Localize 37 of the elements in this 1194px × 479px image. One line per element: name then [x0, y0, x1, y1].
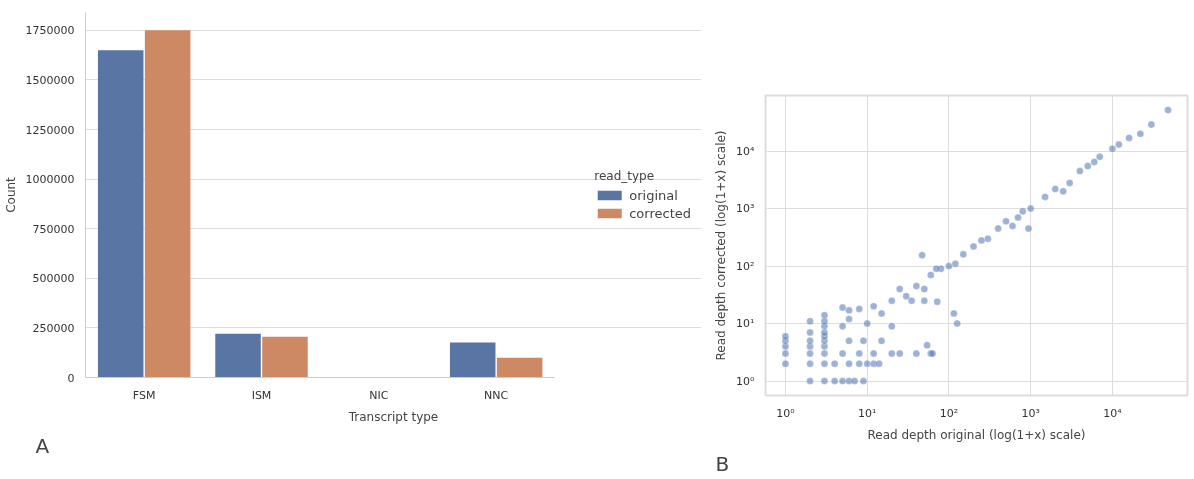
- bar: [449, 342, 496, 378]
- x-tick-label: NNC: [484, 388, 509, 402]
- bar: [97, 50, 144, 378]
- x-tick-label: 10⁴: [1103, 406, 1123, 420]
- x-tick-label: 10²: [939, 406, 959, 420]
- x-axis-title: Transcript type: [347, 409, 439, 424]
- x-tick-label: NIC: [369, 388, 389, 402]
- y-tick-label: 10³: [736, 202, 755, 216]
- bar: [215, 333, 261, 378]
- y-tick-label: 250000: [32, 321, 75, 335]
- y-tick-label: 0: [67, 371, 75, 385]
- y-axis-title: Read depth corrected (log(1+x) scale): [714, 130, 729, 361]
- y-tick-label: 1000000: [25, 173, 75, 187]
- bar: [496, 357, 543, 378]
- legend-label: corrected: [629, 205, 691, 221]
- y-tick-label: 1250000: [25, 123, 75, 137]
- text: B: [715, 451, 730, 476]
- x-axis-title: Read depth original (log(1+x) scale): [867, 427, 1086, 442]
- y-tick-label: 10⁴: [736, 144, 756, 158]
- legend-label: original: [629, 187, 678, 203]
- bar: [262, 336, 308, 378]
- text: A: [35, 433, 50, 458]
- x-tick-label: 10⁰: [776, 406, 796, 420]
- y-tick-label: 10⁰: [736, 374, 756, 388]
- y-tick-label: 500000: [32, 272, 75, 286]
- x-tick-label: 10³: [1021, 406, 1040, 420]
- bar: [144, 30, 191, 378]
- x-tick-label: ISM: [251, 388, 272, 402]
- y-tick-label: 10¹: [736, 317, 755, 331]
- y-tick-label: 1500000: [25, 73, 75, 87]
- y-tick-label: 750000: [32, 222, 75, 236]
- y-tick-label: 10²: [736, 259, 755, 273]
- x-tick-label: FSM: [132, 388, 156, 402]
- y-tick-label: 1750000: [25, 24, 75, 38]
- y-axis-title: Count: [3, 176, 18, 213]
- x-tick-label: 10¹: [857, 406, 877, 420]
- legend-title: read_type: [594, 168, 656, 183]
